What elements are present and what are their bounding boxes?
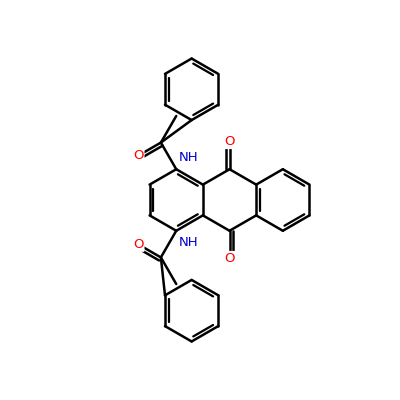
Text: NH: NH	[179, 151, 198, 164]
Text: NH: NH	[179, 236, 198, 249]
Text: O: O	[133, 238, 144, 251]
Text: O: O	[224, 135, 235, 148]
Text: O: O	[224, 252, 235, 265]
Text: O: O	[133, 149, 144, 162]
